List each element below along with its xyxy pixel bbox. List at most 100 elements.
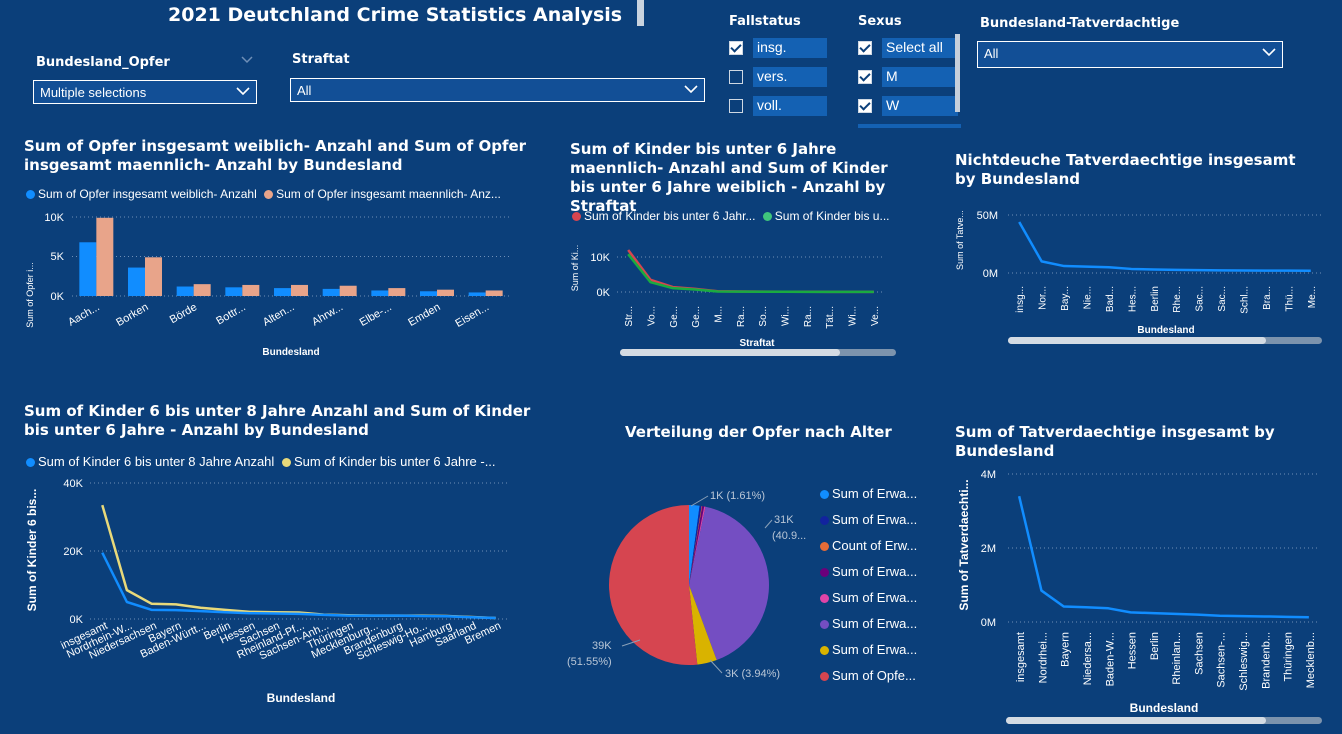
visual5-chart[interactable]: 1K (1.61%) 31K (40.9... 3K (3.94%) 39K (…	[560, 480, 820, 680]
pie-slice	[689, 585, 717, 665]
checkbox[interactable]	[729, 41, 743, 55]
x-tick-label: Nor...	[1038, 286, 1049, 310]
sexus-scrollbar[interactable]	[955, 34, 960, 112]
visual6-chart[interactable]: Sum of Tatverdaechti... Bundesland 4M 2M…	[950, 460, 1330, 720]
y-axis-label: Sum of Tatve...	[955, 210, 965, 270]
x-tick-label: Thüringen	[1283, 632, 1295, 682]
legend-item: Sum of Erwa...	[820, 642, 917, 668]
x-tick-label: Str...	[624, 306, 635, 327]
visual4-title: Sum of Kinder 6 bis unter 8 Jahre Anzahl…	[24, 402, 531, 439]
fallstatus-option-vers[interactable]: vers.	[729, 67, 829, 89]
x-axis-label: Straftat	[739, 338, 775, 349]
legend-dot	[26, 458, 35, 467]
legend-label: Sum of Erwa...	[832, 616, 918, 631]
x-tick-label: Thü...	[1284, 286, 1295, 312]
legend-item: Sum of Kinder bis unter 6 Jahr...	[584, 209, 756, 223]
option-label: W	[882, 96, 958, 116]
page-title: 2021 Deutchland Crime Statistics Analysi…	[168, 4, 623, 26]
slicer-bundesland-opfer-value: Multiple selections	[40, 85, 147, 100]
data-label: 1K (1.61%)	[710, 490, 765, 502]
sexus-option-select-all[interactable]: Select all	[858, 38, 958, 60]
scrollbar-thumb[interactable]	[620, 349, 840, 356]
chevron-down-icon	[684, 85, 698, 94]
y-tick: 50M	[977, 210, 998, 222]
x-tick-label: Wi...	[848, 306, 859, 326]
bar	[176, 286, 194, 296]
scrollbar-thumb[interactable]	[1008, 337, 1266, 344]
legend-label: Sum of Erwa...	[832, 590, 918, 605]
x-tick-label: Schleswig...	[1238, 632, 1250, 691]
pie-slice	[689, 505, 703, 585]
y-tick: 10K	[590, 252, 610, 264]
bar	[388, 288, 406, 296]
bar	[468, 292, 486, 296]
data-label: 31K	[774, 514, 794, 526]
visual1-chart[interactable]: Sum of Opfer i... Bundesland 10K 5K 0K A…	[20, 205, 540, 365]
fallstatus-option-voll[interactable]: voll.	[729, 96, 829, 118]
legend-label: Count of Erw...	[832, 538, 918, 553]
option-label: M	[882, 67, 958, 87]
visual6-scrollbar[interactable]	[1006, 717, 1322, 724]
legend-item: Sum of Kinder bis u...	[774, 209, 890, 223]
slicer-straftat-dropdown[interactable]: All	[290, 78, 705, 102]
x-tick-label: Bra...	[1262, 286, 1273, 310]
legend-dot	[820, 568, 829, 577]
chevron-down-icon[interactable]	[240, 55, 254, 65]
checkbox[interactable]	[729, 70, 743, 84]
x-tick-label: Aach...	[66, 301, 102, 329]
legend-dot	[820, 594, 829, 603]
legend-item: Sum of Erwa...	[820, 590, 917, 616]
scrollbar-thumb[interactable]	[1006, 717, 1266, 724]
x-tick-label: Elbe-...	[358, 301, 394, 329]
legend-dot	[820, 620, 829, 629]
visual2-chart[interactable]: Sum of Ki... Straftat 10K 0K Str... Vo...…	[565, 230, 905, 350]
checkbox[interactable]	[858, 41, 872, 55]
bar	[96, 217, 114, 296]
x-tick-label: Schl...	[1240, 286, 1251, 314]
y-axis-label: Sum of Ki...	[570, 245, 580, 292]
series-line	[627, 253, 874, 294]
fallstatus-option-insg[interactable]: insg.	[729, 38, 829, 60]
visual3-scrollbar[interactable]	[1008, 337, 1322, 344]
series-line	[1017, 495, 1309, 619]
checkbox[interactable]	[858, 70, 872, 84]
x-tick-label: M...	[714, 306, 725, 323]
y-tick: 0K	[51, 291, 65, 303]
legend-item: Sum of Opfer insgesamt weiblich- Anzahl	[38, 187, 257, 201]
x-tick-label: Ge...	[669, 306, 680, 328]
x-tick-label: Bayern	[1060, 632, 1072, 667]
pie-slice	[689, 506, 769, 661]
y-tick: 2M	[981, 543, 996, 555]
y-axis-label: Sum of Opfer i...	[25, 262, 35, 328]
sexus-option-m[interactable]: M	[858, 67, 958, 89]
x-tick-label: Sac...	[1217, 286, 1228, 312]
bar	[225, 287, 243, 296]
visual2-scrollbar[interactable]	[620, 349, 896, 356]
x-tick-label: Sachsen-...	[1216, 632, 1228, 688]
slicer-bundesland-opfer-dropdown[interactable]: Multiple selections	[33, 80, 257, 104]
sexus-option-w[interactable]: W	[858, 96, 958, 118]
leader-line	[709, 659, 723, 674]
x-axis-label: Bundesland	[267, 691, 336, 705]
bar	[291, 284, 308, 296]
x-tick-label: Ve...	[870, 306, 881, 326]
data-label: 3K (3.94%)	[725, 668, 780, 680]
leader-line	[690, 495, 709, 507]
slicer-bundesland-opfer-label: Bundesland_Opfer	[36, 55, 170, 70]
legend-dot	[820, 672, 829, 681]
checkbox[interactable]	[729, 99, 743, 113]
visual2-legend: Sum of Kinder bis unter 6 Jahr... Sum of…	[572, 209, 890, 223]
visual4-chart[interactable]: Sum of Kinder 6 bis... Bundesland 40K 20…	[20, 470, 520, 710]
sexus-list-overflow	[858, 124, 961, 128]
visual4-legend: Sum of Kinder 6 bis unter 8 Jahre Anzahl…	[26, 454, 496, 469]
pie-slice	[689, 505, 700, 585]
series-line	[1018, 221, 1311, 273]
slicer-bundesland-tv-dropdown[interactable]: All	[977, 41, 1283, 68]
visual3-chart[interactable]: Sum of Tatve... Bundesland 50M 0M insg..…	[950, 200, 1330, 340]
x-tick-label: Brandenb...	[1260, 632, 1272, 689]
checkbox[interactable]	[858, 99, 872, 113]
x-tick-label: insg...	[1015, 286, 1026, 313]
x-tick-label: Baden-W...	[1104, 632, 1116, 686]
x-tick-label: Borken	[114, 301, 150, 329]
slicer-straftat-value: All	[297, 83, 312, 98]
